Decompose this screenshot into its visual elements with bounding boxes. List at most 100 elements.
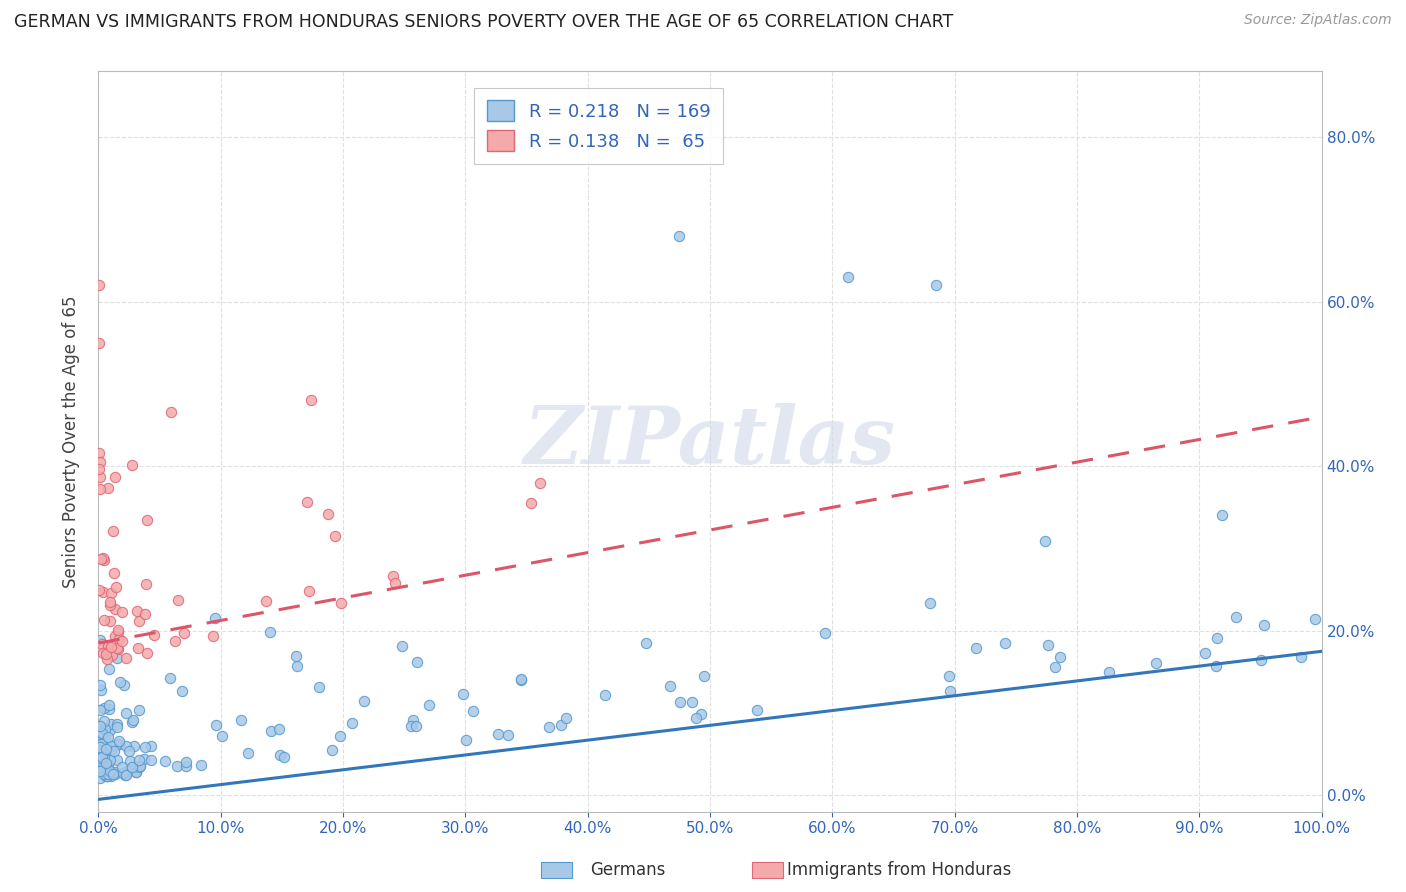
Point bbox=[98, 723, 121, 738]
Text: Source: ZipAtlas.com: Source: ZipAtlas.com bbox=[1244, 13, 1392, 28]
Point bbox=[451, 688, 474, 702]
Point bbox=[124, 739, 146, 753]
Point bbox=[316, 507, 339, 521]
Point bbox=[190, 757, 212, 772]
Point bbox=[127, 640, 149, 655]
Point bbox=[110, 634, 132, 648]
Point bbox=[105, 580, 128, 594]
Point bbox=[593, 688, 616, 702]
Point bbox=[89, 760, 111, 774]
Point bbox=[658, 679, 681, 693]
Point bbox=[529, 475, 551, 490]
Point bbox=[110, 760, 132, 774]
Point bbox=[1098, 665, 1121, 679]
Point bbox=[353, 694, 375, 708]
Point bbox=[132, 752, 155, 766]
Point bbox=[90, 682, 112, 697]
Point bbox=[98, 702, 121, 716]
Point bbox=[97, 639, 120, 653]
Point bbox=[100, 640, 122, 654]
Point bbox=[167, 593, 190, 607]
Point bbox=[273, 750, 295, 764]
Point bbox=[814, 626, 837, 640]
Point bbox=[90, 742, 112, 756]
Point bbox=[136, 646, 159, 660]
Point bbox=[89, 703, 111, 717]
Point bbox=[94, 769, 117, 783]
Point bbox=[254, 594, 277, 608]
Point bbox=[89, 678, 111, 692]
Point bbox=[107, 623, 129, 637]
Point bbox=[323, 529, 346, 543]
Point bbox=[321, 743, 343, 757]
Point bbox=[108, 737, 131, 751]
Point bbox=[89, 742, 111, 756]
Point bbox=[87, 445, 110, 459]
Point bbox=[89, 726, 111, 740]
Point bbox=[166, 759, 188, 773]
Point bbox=[121, 760, 143, 774]
Point bbox=[128, 758, 150, 772]
Point bbox=[100, 739, 122, 754]
Point bbox=[135, 513, 157, 527]
Point bbox=[285, 659, 308, 673]
Point bbox=[87, 462, 110, 476]
Point bbox=[163, 633, 186, 648]
Point bbox=[104, 602, 127, 616]
Point bbox=[118, 754, 141, 768]
Point bbox=[93, 613, 115, 627]
Point bbox=[87, 278, 110, 293]
Point bbox=[160, 405, 183, 419]
Point bbox=[1144, 656, 1167, 670]
Point bbox=[925, 278, 948, 293]
Point bbox=[1303, 612, 1326, 626]
Point bbox=[461, 704, 484, 718]
Point bbox=[93, 745, 115, 759]
Point bbox=[90, 737, 112, 751]
Point bbox=[93, 714, 115, 729]
Point bbox=[101, 524, 124, 538]
Point bbox=[94, 761, 117, 775]
Point bbox=[634, 636, 657, 650]
Point bbox=[1211, 508, 1233, 522]
Point bbox=[97, 730, 120, 744]
Point bbox=[93, 750, 115, 764]
Point bbox=[89, 632, 111, 647]
Point bbox=[96, 769, 118, 783]
Point bbox=[405, 655, 427, 669]
Point bbox=[139, 753, 162, 767]
Text: Immigrants from Honduras: Immigrants from Honduras bbox=[787, 861, 1012, 879]
Point bbox=[1250, 653, 1272, 667]
Point bbox=[105, 641, 128, 656]
Point bbox=[89, 455, 111, 469]
Point bbox=[104, 766, 127, 780]
Point bbox=[115, 764, 138, 778]
Point bbox=[298, 583, 321, 598]
Point bbox=[93, 646, 115, 660]
Point bbox=[456, 732, 478, 747]
Point bbox=[122, 713, 145, 727]
Point bbox=[1049, 650, 1071, 665]
Point bbox=[89, 739, 111, 754]
Point bbox=[98, 595, 121, 609]
Point bbox=[139, 739, 162, 753]
Point bbox=[94, 647, 117, 661]
Point bbox=[90, 755, 112, 769]
Point bbox=[107, 642, 129, 657]
Point bbox=[96, 481, 118, 495]
Point bbox=[104, 765, 127, 780]
Point bbox=[269, 747, 291, 762]
Text: Germans: Germans bbox=[591, 861, 666, 879]
Point bbox=[693, 669, 716, 683]
Point bbox=[97, 758, 120, 772]
Point bbox=[94, 759, 117, 773]
Point bbox=[94, 723, 117, 737]
Point bbox=[837, 270, 859, 285]
Point bbox=[91, 637, 114, 651]
Point bbox=[128, 760, 150, 774]
Point bbox=[89, 747, 111, 761]
Point bbox=[89, 758, 111, 772]
Point bbox=[98, 662, 121, 676]
Point bbox=[93, 700, 115, 714]
Point bbox=[94, 644, 117, 658]
